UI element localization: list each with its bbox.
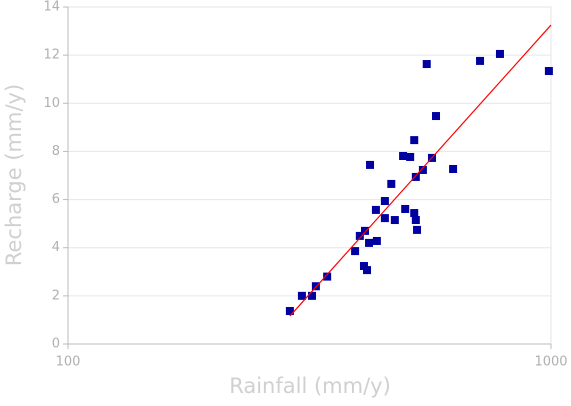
point: [351, 247, 360, 256]
y-tick-label: 10: [43, 96, 60, 111]
point: [401, 204, 410, 213]
point: [307, 291, 316, 300]
point: [387, 179, 396, 188]
point: [432, 112, 441, 121]
point: [449, 165, 458, 174]
point: [372, 236, 381, 245]
point: [390, 216, 399, 225]
y-axis-title: Recharge (mm/y): [2, 84, 26, 266]
point: [363, 266, 372, 275]
point: [399, 152, 408, 161]
y-tick-label: 6: [52, 192, 60, 207]
point: [418, 165, 427, 174]
point: [411, 172, 420, 181]
x-axis-title: Rainfall (mm/y): [229, 374, 391, 398]
point: [544, 67, 553, 76]
point: [410, 209, 419, 218]
y-tick-label: 12: [43, 48, 60, 63]
point: [413, 225, 422, 234]
point: [410, 136, 419, 145]
point: [495, 49, 504, 58]
point: [411, 216, 420, 225]
point: [380, 197, 389, 206]
x-tick-label: 1000: [534, 355, 567, 370]
point: [365, 238, 374, 247]
x-tick-label: 100: [56, 355, 81, 370]
point: [380, 214, 389, 223]
point: [422, 60, 431, 69]
trend-line: [289, 24, 552, 317]
point: [285, 307, 294, 316]
point: [371, 205, 380, 214]
y-tick-label: 4: [52, 240, 60, 255]
point: [297, 291, 306, 300]
y-tick-label: 2: [52, 288, 60, 303]
y-tick-label: 14: [43, 0, 60, 15]
point: [360, 226, 369, 235]
point: [359, 262, 368, 271]
point: [476, 56, 485, 65]
y-tick-label: 8: [52, 144, 60, 159]
y-tick-label: 0: [52, 337, 60, 352]
point: [406, 152, 415, 161]
point: [366, 160, 375, 169]
point: [323, 272, 332, 281]
point: [355, 231, 364, 240]
